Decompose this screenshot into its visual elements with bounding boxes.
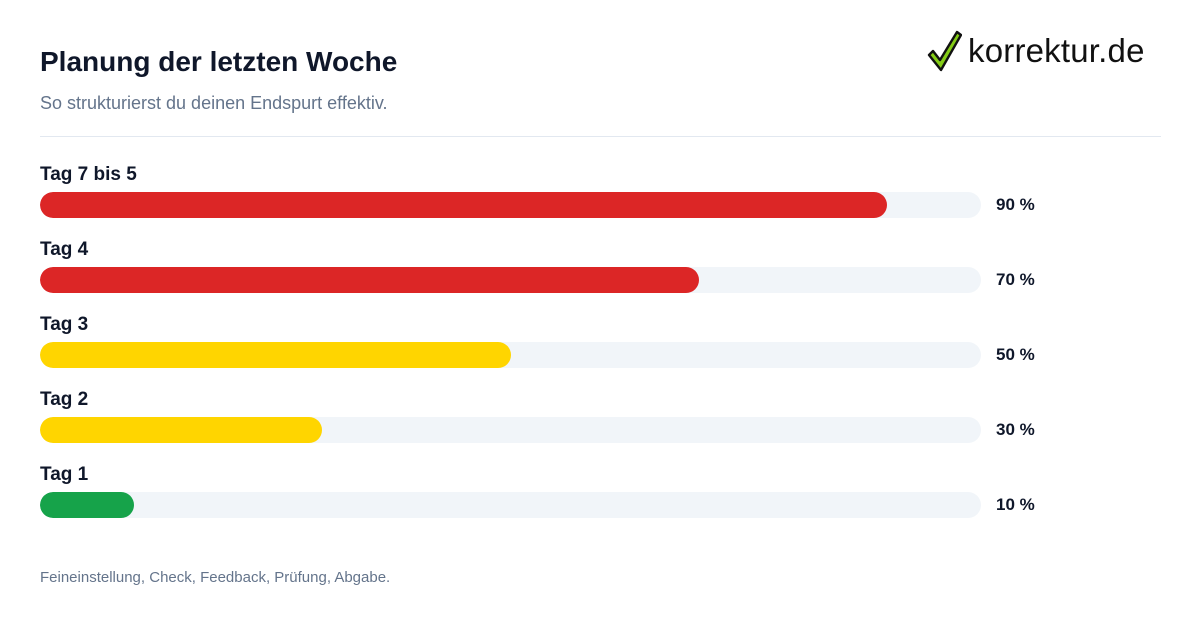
bar-row: Tag 4 70 % [40,238,1140,313]
chart-title: Planung der letzten Woche [40,46,398,77]
bar-label: Tag 4 [40,239,89,260]
bar-label: Tag 2 [40,389,89,410]
bar [40,192,887,218]
bar-value-label: 90 % [996,195,1035,214]
bar [40,492,134,518]
bar-value-label: 50 % [996,345,1035,364]
bar-value-label: 10 % [996,495,1035,514]
header-divider [40,136,1161,137]
bar [40,267,699,293]
bar-track [40,417,981,443]
checkmark-icon [927,30,962,72]
bar-track [40,492,981,518]
bar-label: Tag 1 [40,464,89,485]
bar-row: Tag 1 10 % [40,463,1140,538]
bar-value-label: 30 % [996,420,1035,439]
chart-subtitle: So strukturierst du deinen Endspurt effe… [40,93,388,113]
footnote: Feineinstellung, Check, Feedback, Prüfun… [40,569,391,586]
bar-chart: Tag 7 bis 5 90 % Tag 4 70 % Tag 3 50 % Tag 2 30… [40,163,1140,538]
bar-value-label: 70 % [996,270,1035,289]
brand-logo[interactable]: korrektur.de [926,28,1145,74]
bar-track [40,192,981,218]
bar [40,417,322,443]
bar-track [40,342,981,368]
brand-name: korrektur.de [968,32,1145,69]
bar-track [40,267,981,293]
bar-row: Tag 3 50 % [40,313,1140,388]
bar-row: Tag 2 30 % [40,388,1140,463]
bar-row: Tag 7 bis 5 90 % [40,163,1140,238]
bar-label: Tag 3 [40,314,89,335]
bar-label: Tag 7 bis 5 [40,164,137,185]
bar [40,342,511,368]
